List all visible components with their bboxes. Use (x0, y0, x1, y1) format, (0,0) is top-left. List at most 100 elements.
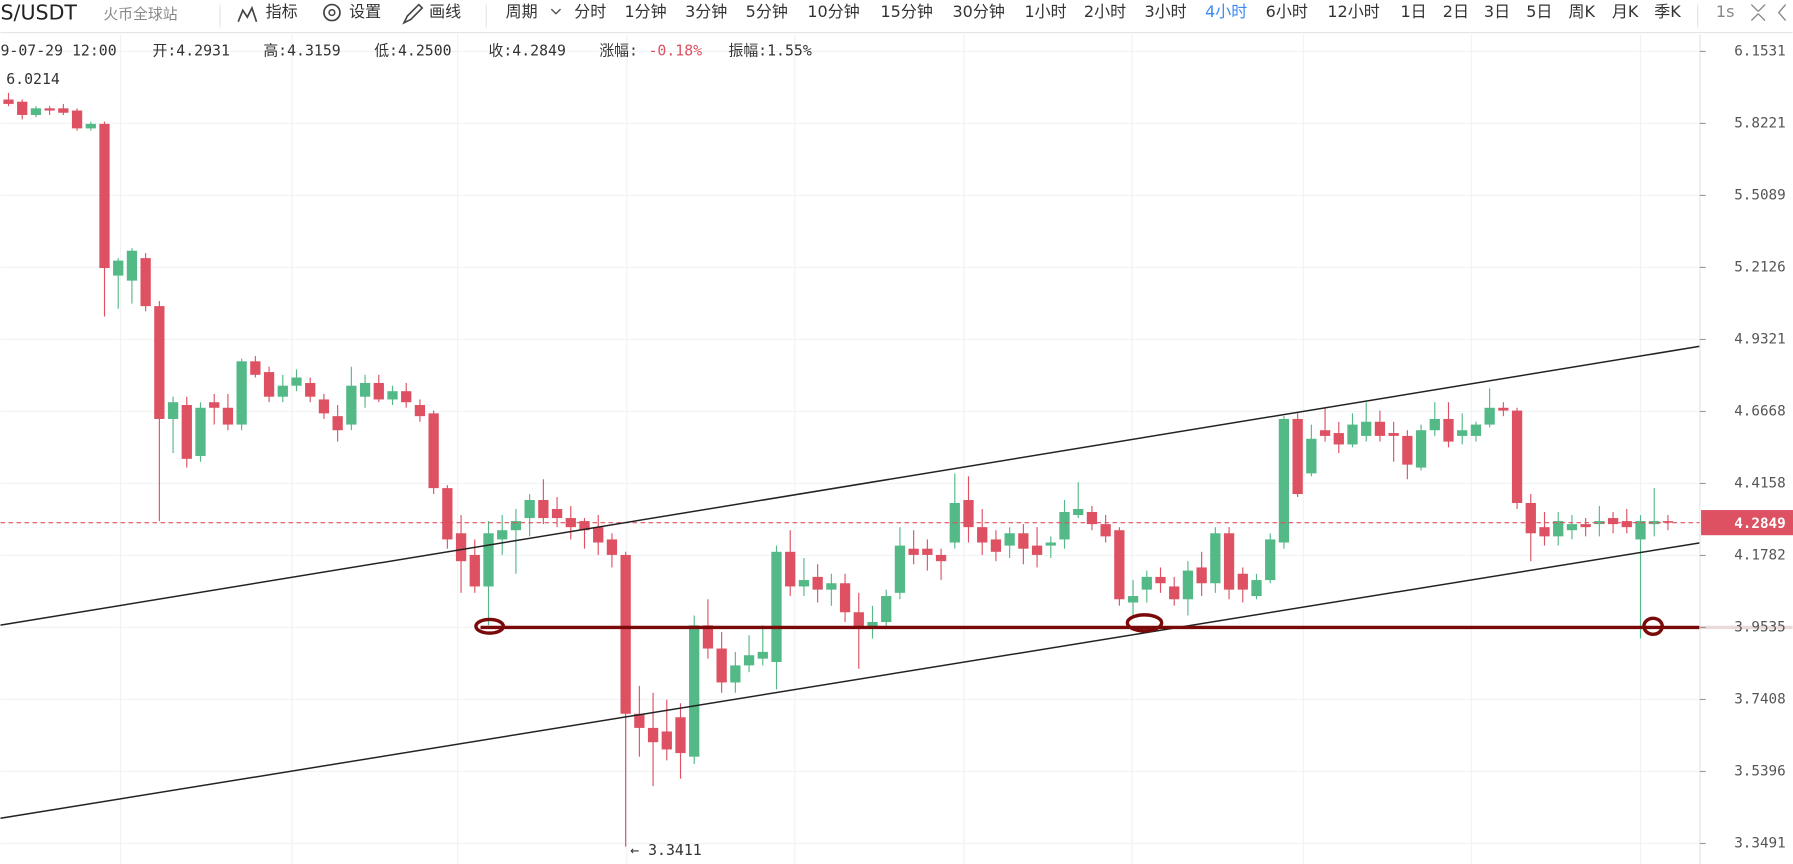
candle-body (1073, 508, 1084, 516)
candle-body (1361, 421, 1372, 436)
candle-body (647, 727, 659, 743)
candle-body (1635, 521, 1646, 540)
candle-body (442, 488, 453, 540)
candle-body (1388, 433, 1399, 436)
interval[interactable]: 月K (1612, 2, 1639, 21)
y-tick-label: 4.6668 (1734, 403, 1786, 419)
header-open: 开:4.2931 (152, 41, 229, 59)
candle-body (469, 554, 480, 587)
candle-body (730, 665, 741, 683)
marker-ellipse (1125, 613, 1164, 633)
channel-lower (0, 542, 1701, 820)
toolbar-button[interactable]: 指标 (266, 2, 298, 21)
toolbar-button[interactable]: 设置 (349, 2, 381, 21)
candle-body (1018, 533, 1029, 549)
candle-body (1155, 576, 1166, 584)
toolbar-button[interactable]: 周期 (506, 2, 538, 21)
candle-body (291, 377, 302, 386)
candle-body (1114, 530, 1125, 600)
candle-body (483, 533, 494, 587)
interval[interactable]: 3小时 (1144, 2, 1186, 21)
candle-body (154, 306, 165, 419)
candle-body (1539, 527, 1550, 537)
candle-body (894, 545, 906, 593)
candle-body (17, 101, 28, 115)
candle-body (1059, 512, 1070, 540)
header-high: 高:4.3159 (263, 41, 340, 59)
draw-icon (402, 3, 424, 25)
candle-body (1278, 418, 1290, 543)
candle-body (332, 416, 343, 431)
toolbar-button[interactable]: 画线 (429, 2, 461, 21)
settings-icon (328, 8, 336, 17)
interval[interactable]: 1日 (1401, 2, 1427, 21)
candle-body (30, 108, 42, 115)
interval[interactable]: 15分钟 (881, 2, 933, 21)
interval[interactable]: 2小时 (1084, 2, 1126, 21)
candle-body (140, 258, 151, 307)
candle-body (71, 110, 83, 129)
refresh[interactable]: 1s (1716, 2, 1735, 21)
dropdown-icon (550, 8, 562, 15)
candle-body (1402, 435, 1413, 465)
interval[interactable]: 3分钟 (685, 2, 727, 21)
candle-body (922, 548, 933, 555)
candle-body (1004, 533, 1015, 546)
interval-active[interactable]: 4小时 (1205, 2, 1247, 21)
candle-body (853, 612, 864, 629)
candle-body (1511, 410, 1523, 503)
candle-body (867, 622, 878, 629)
candle-body (606, 539, 618, 555)
candle-body (1566, 524, 1578, 531)
candle-body (812, 576, 823, 590)
settings-icon (323, 3, 341, 22)
exchange: 火币全球站 (103, 5, 177, 23)
interval[interactable]: 季K (1654, 2, 1681, 21)
candle-body (935, 554, 947, 562)
interval[interactable]: 1小时 (1024, 2, 1066, 21)
candle-body (620, 554, 631, 714)
interval[interactable]: 2日 (1443, 2, 1469, 21)
candle-body (908, 548, 919, 555)
interval[interactable]: 分时 (574, 2, 606, 21)
candles: ← 3.3411 (0, 92, 1700, 859)
candle-body (1237, 573, 1248, 590)
candle-body (1498, 407, 1509, 411)
candle-body (1223, 533, 1235, 590)
candle-body (1319, 430, 1331, 436)
candle-body (359, 382, 371, 397)
interval[interactable]: 30分钟 (953, 2, 1005, 21)
candle-body (263, 372, 275, 397)
interval[interactable]: 12小时 (1327, 2, 1379, 21)
interval[interactable]: 周K (1569, 2, 1596, 21)
candle-body (1470, 424, 1482, 436)
min-label: ← 3.3411 (630, 841, 702, 859)
collapse-icon[interactable] (1777, 4, 1787, 22)
ohlc-header: 9-07-29 12:00 开:4.2931 高:4.3159 低:4.2500… (1, 41, 812, 88)
interval[interactable]: 5日 (1526, 2, 1552, 21)
header-low: 低:4.2500 (374, 41, 451, 59)
candle-body (222, 407, 234, 425)
interval[interactable]: 5分钟 (746, 2, 788, 21)
candle-body (318, 399, 330, 414)
candle-body (675, 717, 686, 754)
drawings (0, 345, 1793, 820)
interval[interactable]: 6小时 (1266, 2, 1308, 21)
candle-body (1045, 542, 1056, 546)
candle-body (551, 508, 563, 519)
fullscreen-icon[interactable] (1750, 4, 1766, 22)
marker-ellipse (1642, 616, 1664, 636)
y-tick-label: 4.4158 (1734, 475, 1786, 491)
last-price-box (1701, 510, 1793, 536)
candle-body (702, 625, 714, 649)
interval[interactable]: 3日 (1484, 2, 1510, 21)
candle-body (1196, 567, 1207, 584)
symbol[interactable]: S/USDT (1, 1, 78, 25)
candle-body (757, 651, 768, 659)
candle-body (1182, 570, 1194, 600)
interval[interactable]: 1分钟 (624, 2, 666, 21)
grid (0, 34, 1700, 864)
candle-body (1662, 521, 1674, 523)
interval[interactable]: 10分钟 (807, 2, 859, 21)
candle-body (839, 583, 851, 613)
